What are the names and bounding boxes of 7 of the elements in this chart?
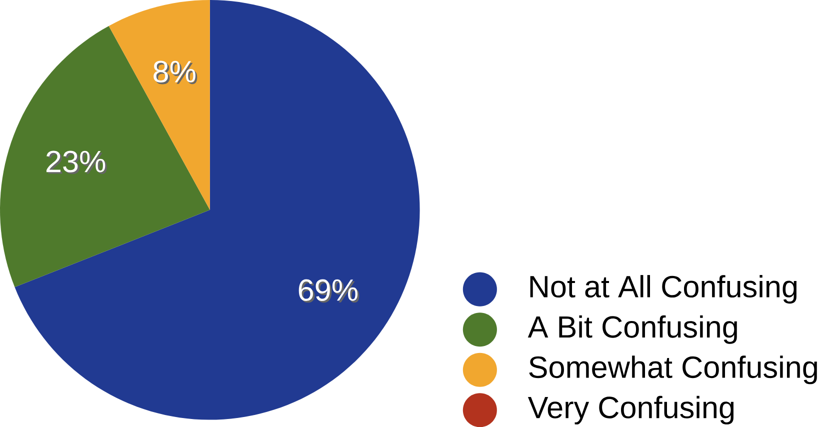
legend-label: A Bit Confusing: [528, 315, 737, 344]
data-label: 8%: [155, 62, 198, 84]
data-label: 69%: [300, 280, 360, 303]
legend-label: Somewhat Confusing: [529, 356, 817, 384]
data-label: 23%: [48, 152, 107, 174]
legend-label: Not at All Confusing: [530, 274, 797, 304]
legend-label: Very Confusing: [528, 396, 734, 424]
